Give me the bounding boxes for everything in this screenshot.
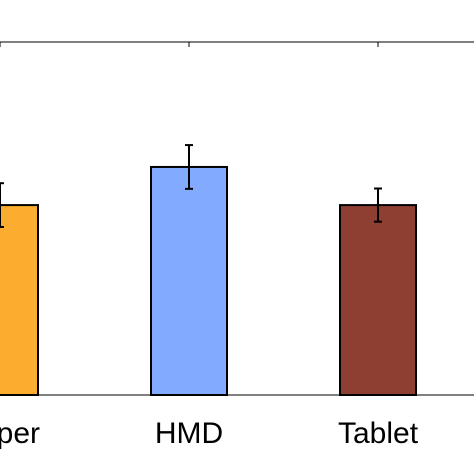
x-tick-label: Paper — [0, 417, 40, 450]
x-tick-label: HMD — [155, 417, 223, 450]
bar — [0, 204, 39, 396]
bar — [339, 204, 417, 396]
x-tick-label: Tablet — [338, 417, 419, 450]
bar — [150, 165, 228, 396]
